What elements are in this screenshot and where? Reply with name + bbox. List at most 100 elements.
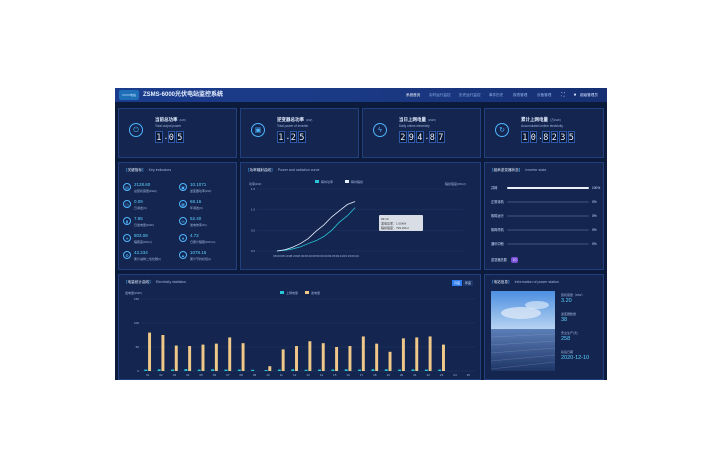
digit: 8 xyxy=(428,131,436,143)
x-tick-label: 05 xyxy=(199,373,203,377)
digit: 1 xyxy=(155,131,163,143)
state-row-standby: 正常待机 0% xyxy=(491,200,597,204)
bar-generation xyxy=(268,366,272,371)
x-tick-label: 15 xyxy=(333,373,337,377)
user-name[interactable]: 超级管理员 xyxy=(580,93,598,97)
y-tick-label: 50 xyxy=(136,345,140,349)
kpi-subtitle: Total output power xyxy=(155,124,182,128)
state-row-fault-stop: 故障停机 0% xyxy=(491,228,597,232)
top-navbar: XXXX电站 ZSMS-6000光伏电站监控系统 系统首页 实时运行监控 历史运… xyxy=(115,88,607,102)
indicator-item: ◷ 0.09 日满发(h) xyxy=(123,198,179,212)
y-tick-label: 0.5 xyxy=(251,228,256,232)
x-ticks: 08:00 08:10 08:20 08:30 08:40 08:50 09:00 09:05… xyxy=(273,254,359,258)
radiation-icon: ✷ xyxy=(179,234,187,242)
efficiency-icon: % xyxy=(179,217,187,225)
nav-history-monitor[interactable]: 历史运行监控 xyxy=(459,93,481,97)
nav-event-history[interactable]: 事件历史 xyxy=(489,93,504,97)
key-indicators-panel: 【关键指标】 Key indicators ▤ 2128.60 总装机容量(kWp) … xyxy=(118,162,237,270)
bar-grid-electricity xyxy=(184,369,188,371)
digit: 4 xyxy=(416,131,424,143)
bar-grid-electricity xyxy=(398,369,402,371)
x-tick-label: 13 xyxy=(306,373,310,377)
digit: 9 xyxy=(407,131,415,143)
y-tick-label: 150 xyxy=(134,297,139,301)
bar-generation xyxy=(375,343,379,371)
bar-grid-electricity xyxy=(411,369,415,371)
x-tick-label: 09 xyxy=(253,373,257,377)
electricity-stats-panel: 【电量统计曲线】 Electricity statistics 月度 年度 发电量… xyxy=(118,274,481,380)
stat-commission-date: 投运日期 2020-12-10 xyxy=(561,350,590,361)
inverter-icon: ▣ xyxy=(251,123,265,137)
indicator-item: % 52.40 发电效率(%) xyxy=(179,215,235,229)
station-info-panel: 【电站信息】 Information of power station 装机容量（… xyxy=(484,274,604,380)
x-tick-label: 08:20 xyxy=(289,254,297,258)
x-tick-label: 09:05 xyxy=(328,254,336,258)
x-tick-label: 23 xyxy=(440,373,444,377)
nav-reports[interactable]: 报表管理 xyxy=(513,93,528,97)
indicator-item: ▲ 1078.16 累计节约标煤(t) xyxy=(179,249,235,263)
toggle-year[interactable]: 年度 xyxy=(463,280,473,286)
indicator-item: ✷ 4.72 日累计辐照(MJ/m²) xyxy=(179,232,235,246)
bar-generation xyxy=(188,346,192,371)
y-left-label: 功率(kW) xyxy=(249,181,261,186)
x-tick-label: 17 xyxy=(360,373,364,377)
nav-home[interactable]: 系统首页 xyxy=(406,93,421,97)
kpi-subtitle: Accumulated online electricity xyxy=(521,124,563,128)
nav-devices[interactable]: 设备管理 xyxy=(537,93,552,97)
digit: 1 xyxy=(521,131,529,143)
x-tick-label: 19 xyxy=(386,373,390,377)
station-logo: XXXX电站 xyxy=(119,90,139,100)
x-tick-label: 16 xyxy=(346,373,350,377)
bar-grid-electricity xyxy=(424,369,428,371)
bar-generation xyxy=(415,337,419,371)
digit: 5 xyxy=(567,131,575,143)
user-avatar-icon[interactable]: ● xyxy=(573,92,577,98)
bar-generation xyxy=(201,344,205,371)
bar-generation xyxy=(442,344,445,371)
indicator-item: ▦ 68.16 年满发(h) xyxy=(179,198,235,212)
indicator-item: ♻ 43.234 累计减排二氧化碳(t) xyxy=(123,249,179,263)
bar-grid-electricity xyxy=(144,369,148,371)
bar-grid-electricity xyxy=(318,369,321,371)
legend-swatch-radiation xyxy=(345,180,349,183)
x-tick-label: 02 xyxy=(159,373,163,377)
x-tick-label: 04 xyxy=(186,373,190,377)
kpi-daily-online-electricity: ϟ 当日上网电量 (kWh) Daily online electricity 2… xyxy=(362,108,481,158)
digit: . xyxy=(163,132,169,141)
bar-generation xyxy=(295,346,298,371)
x-tick-label: 08 xyxy=(240,373,244,377)
sun-icon: ☀ xyxy=(123,234,131,242)
x-tick-label: 08:40 xyxy=(304,254,312,258)
clock-icon: ◷ xyxy=(123,200,131,208)
y-tick-label: 1.5 xyxy=(251,187,256,191)
bar-generation xyxy=(335,347,339,371)
digit: 0 xyxy=(529,131,537,143)
x-tick-label: 21 xyxy=(413,373,417,377)
y-tick-label: 0 xyxy=(137,369,139,373)
kpi-subtitle: Total power of inverter xyxy=(277,124,309,128)
bar-generation xyxy=(308,341,312,371)
bar-generation xyxy=(148,332,152,371)
digit: . xyxy=(285,132,291,141)
bar-grid-electricity xyxy=(224,369,228,371)
fullscreen-icon[interactable]: ⛶ xyxy=(561,92,565,98)
toggle-month[interactable]: 月度 xyxy=(452,280,462,286)
legend-swatch-power xyxy=(315,180,319,183)
electricity-bar-chart: 发电量(kWh) 上网电量 发电量 0 50 100 150 01 02 03 04 05 06… xyxy=(125,290,475,377)
bar-grid-electricity xyxy=(197,369,201,371)
indicator-item: ☀ 803.08 辐照度(W/m²) xyxy=(123,232,179,246)
state-row-fault-run: 故障运行 0% xyxy=(491,214,597,218)
grid xyxy=(141,298,475,372)
tooltip-box xyxy=(379,215,423,231)
accumulate-icon: ↻ xyxy=(495,123,509,137)
bar-generation xyxy=(361,336,365,371)
y-axis-label: 发电量(kWh) xyxy=(125,290,142,295)
kpi-title: 当日上网电量 (kWh) xyxy=(399,117,436,122)
digit: 3 xyxy=(559,131,567,143)
bar-grid-electricity xyxy=(264,370,268,371)
bar-grid-electricity xyxy=(251,369,255,371)
panel-title: 【功率辐射曲线】 Power and radiation curve xyxy=(246,168,320,172)
nav-realtime-monitor[interactable]: 实时运行监控 xyxy=(429,93,451,97)
bar-generation xyxy=(228,337,232,371)
inverter-state-panel: 【组串逆变器状态】 Inverter state 并网 100% 正常待机 0% 故障… xyxy=(484,162,604,270)
